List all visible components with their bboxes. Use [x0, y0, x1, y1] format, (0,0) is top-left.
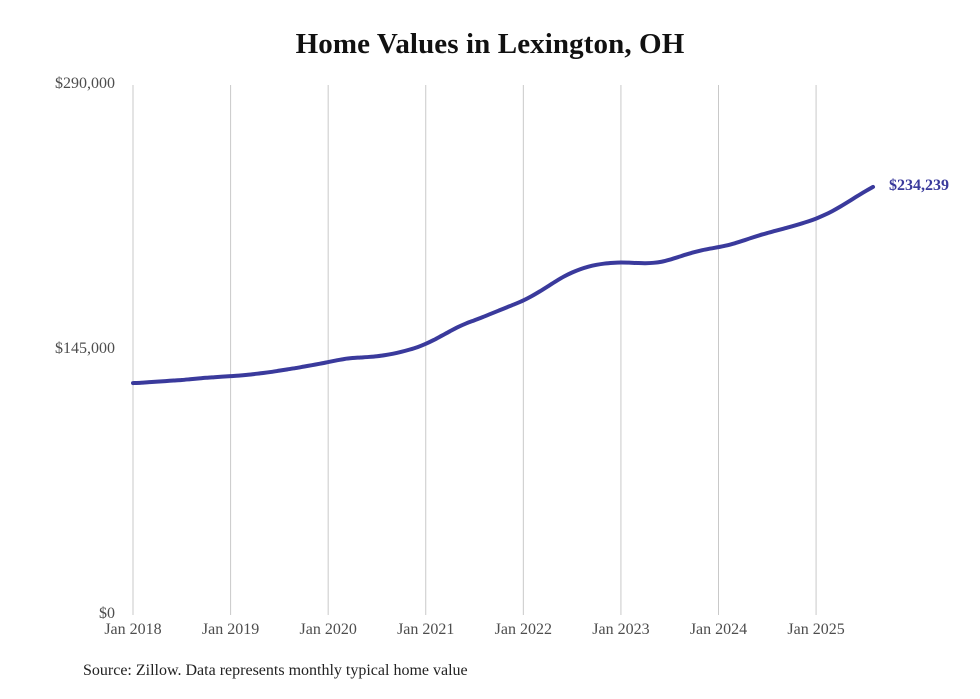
x-axis-tick-label-jan-2024: Jan 2024: [689, 621, 748, 638]
x-axis-tick-label-jan-2020: Jan 2020: [299, 621, 357, 638]
x-axis-tick-label-jan-2022: Jan 2022: [494, 621, 552, 638]
series-line-typical-home-value: [131, 184, 875, 386]
series-line-group: [131, 184, 875, 386]
y-axis-tick-label-zero: $0: [99, 605, 115, 622]
y-axis-tick-label-mid: $145,000: [55, 340, 115, 357]
chart-title: Home Values in Lexington, OH: [295, 28, 685, 60]
y-axis-tick-label-top: $290,000: [55, 75, 115, 92]
gridlines: [132, 85, 817, 615]
x-axis-tick-label-jan-2023: Jan 2023: [592, 621, 650, 638]
x-axis-tick-label-jan-2018: Jan 2018: [104, 621, 162, 638]
end-of-series-value-label: $234,239: [889, 176, 949, 194]
x-axis-tick-label-jan-2019: Jan 2019: [201, 621, 260, 638]
x-axis-tick-label-jan-2021: Jan 2021: [397, 621, 455, 638]
source-footnote: Source: Zillow. Data represents monthly …: [83, 662, 468, 679]
x-axis-tick-label-jan-2025: Jan 2025: [787, 621, 845, 638]
